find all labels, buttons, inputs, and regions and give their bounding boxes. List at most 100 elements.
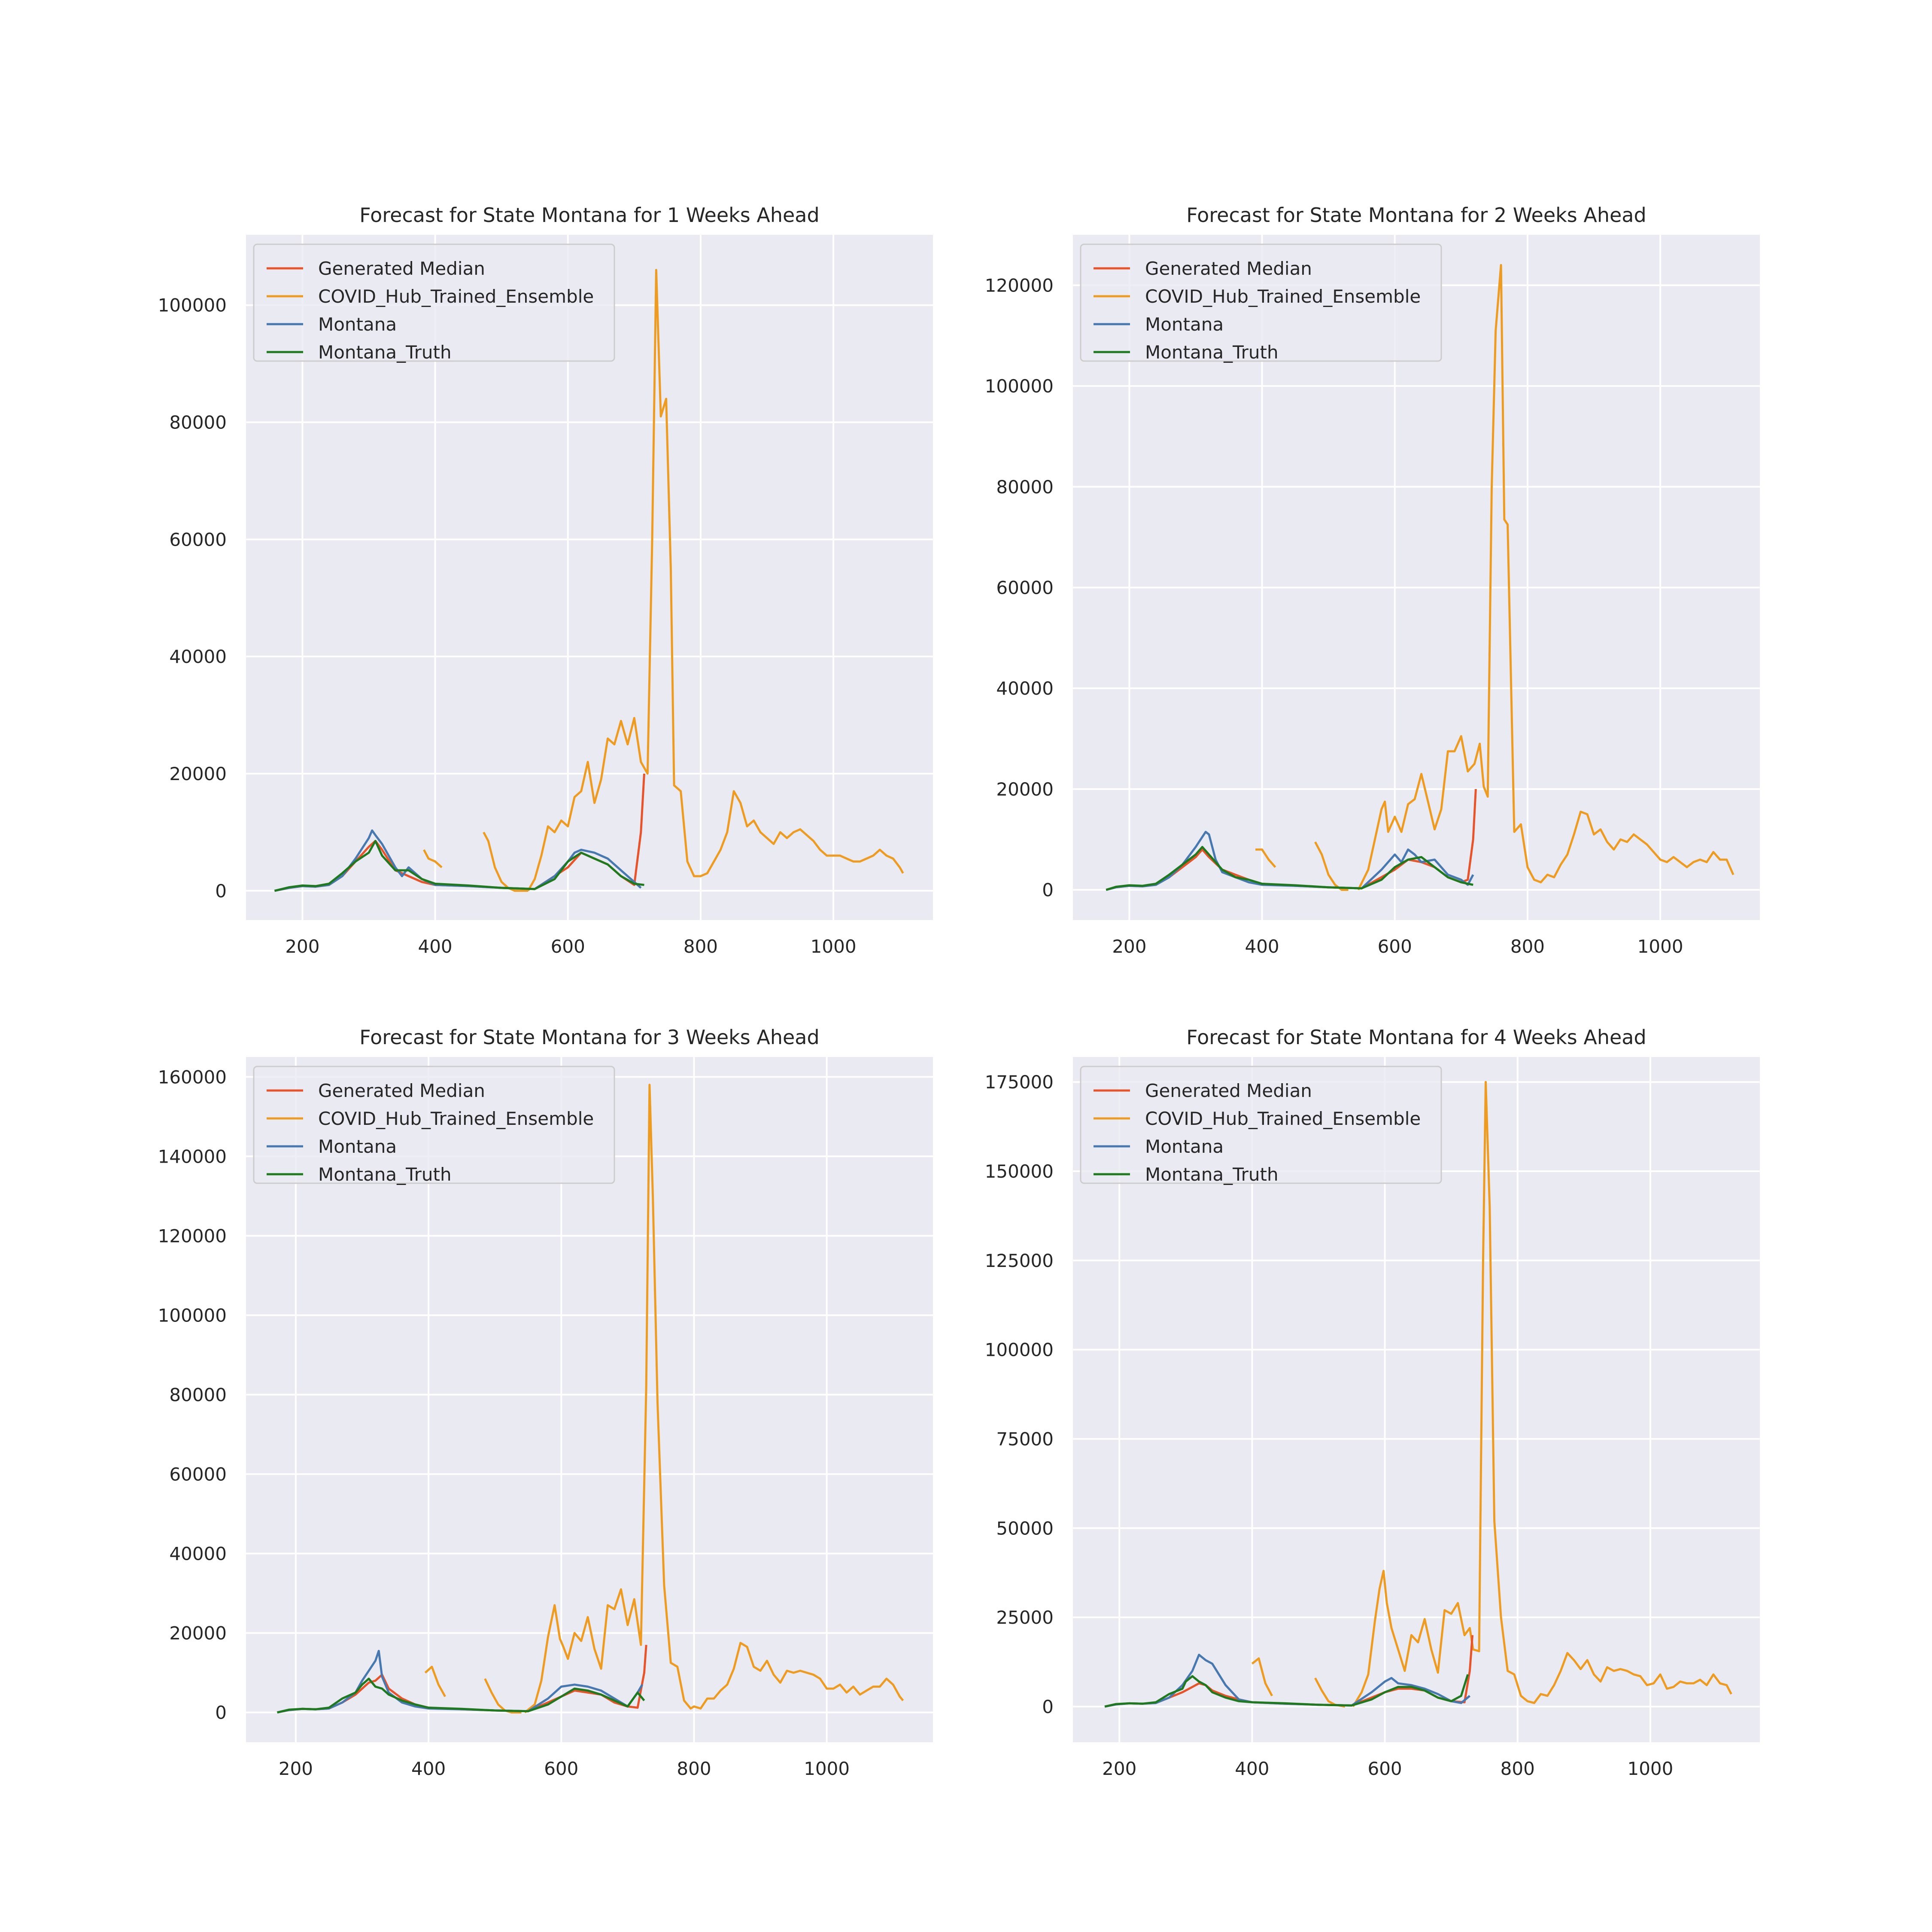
chart-title: Forecast for State Montana for 4 Weeks A…: [1186, 1026, 1646, 1049]
x-tick-label: 200: [1112, 936, 1146, 957]
legend-label: COVID_Hub_Trained_Ensemble: [318, 1108, 594, 1129]
series-line-covid-hub-trained-ensemble: [484, 1678, 522, 1714]
x-tick-label: 600: [551, 936, 585, 957]
legend-box: [253, 243, 615, 362]
x-tick-label: 600: [1378, 936, 1412, 957]
y-tick-label: 80000: [169, 1384, 227, 1405]
y-tick-label: 175000: [985, 1072, 1054, 1093]
y-tick-label: 100000: [158, 1305, 227, 1326]
y-tick-label: 120000: [158, 1225, 227, 1246]
x-tick-label: 200: [1102, 1758, 1136, 1779]
series-line-montana-truth: [277, 1677, 645, 1714]
legend-label: Montana_Truth: [1145, 342, 1279, 363]
legend: Generated Median COVID_Hub_Trained_Ensemb…: [253, 243, 615, 363]
series-lines: [277, 1084, 904, 1714]
x-tick-label: 200: [285, 936, 319, 957]
x-tick-label: 400: [418, 936, 452, 957]
legend-label: Generated Median: [1145, 258, 1312, 279]
x-tick-label: 800: [683, 936, 718, 957]
y-tick-label: 25000: [996, 1607, 1054, 1628]
chart-panel-1: 200 400 600 800 1000 0 20000 40000 60000 80000 100…: [158, 204, 933, 957]
series-line-montana-truth: [1106, 846, 1473, 891]
y-tick-label: 40000: [169, 646, 227, 667]
legend-label: Montana: [318, 1136, 397, 1157]
x-tick-label: 600: [1367, 1758, 1402, 1779]
series-line-covid-hub-trained-ensemble: [424, 1665, 446, 1697]
series-line-montana: [274, 829, 642, 892]
y-tick-label: 0: [215, 1702, 227, 1723]
x-tick-label: 200: [279, 1758, 313, 1779]
legend-label: Montana_Truth: [1145, 1164, 1279, 1185]
x-tick-label: 400: [1235, 1758, 1269, 1779]
legend-label: Generated Median: [1145, 1080, 1312, 1101]
legend: Generated Median COVID_Hub_Trained_Ensemb…: [1080, 243, 1442, 363]
y-tick-label: 60000: [169, 1464, 227, 1485]
x-tick-label: 600: [544, 1758, 578, 1779]
x-tick-label: 1000: [1637, 936, 1683, 957]
y-tick-label: 0: [215, 881, 227, 902]
y-tick-label: 100000: [985, 376, 1054, 397]
legend-label: Generated Median: [318, 1080, 485, 1101]
y-tick-label: 20000: [169, 1623, 227, 1644]
legend-label: Montana: [1145, 314, 1224, 335]
legend-label: Montana: [1145, 1136, 1224, 1157]
x-tick-label: 1000: [804, 1758, 850, 1779]
y-tick-label: 20000: [996, 779, 1054, 800]
chart-title: Forecast for State Montana for 3 Weeks A…: [359, 1026, 819, 1049]
series-line-covid-hub-trained-ensemble: [527, 269, 904, 892]
y-tick-label: 140000: [158, 1146, 227, 1167]
y-tick-label: 100000: [985, 1340, 1054, 1361]
legend: Generated Median COVID_Hub_Trained_Ensemb…: [1080, 1066, 1442, 1185]
legend-box: [1080, 1066, 1442, 1184]
legend-label: Montana: [318, 314, 397, 335]
legend-box: [1080, 243, 1442, 362]
y-tick-label: 120000: [985, 275, 1054, 296]
y-tick-label: 100000: [158, 295, 227, 316]
y-tick-label: 40000: [169, 1543, 227, 1564]
legend-label: COVID_Hub_Trained_Ensemble: [318, 286, 594, 307]
y-tick-label: 20000: [169, 763, 227, 784]
series-line-covid-hub-trained-ensemble: [483, 832, 528, 892]
legend-label: Montana_Truth: [318, 1164, 452, 1185]
series-line-montana-truth: [274, 840, 644, 892]
series-line-montana: [277, 1649, 644, 1714]
series-line-covid-hub-trained-ensemble: [1251, 1657, 1273, 1697]
x-tick-label: 1000: [811, 936, 857, 957]
series-line-covid-hub-trained-ensemble: [423, 849, 443, 869]
series-line-montana: [1106, 831, 1474, 891]
chart-title: Forecast for State Montana for 2 Weeks A…: [1186, 204, 1646, 227]
y-tick-label: 150000: [985, 1161, 1054, 1182]
y-tick-label: 80000: [169, 412, 227, 433]
x-tick-label: 1000: [1627, 1758, 1673, 1779]
x-tick-label: 800: [677, 1758, 711, 1779]
y-tick-label: 40000: [996, 678, 1054, 699]
series-lines: [1106, 264, 1735, 891]
chart-panel-3: 200 400 600 800 1000 0 20000 40000 60000 80000 100…: [158, 1026, 933, 1779]
y-tick-label: 80000: [996, 477, 1054, 498]
chart-title: Forecast for State Montana for 1 Weeks A…: [359, 204, 819, 227]
chart-panel-4: 200 400 600 800 1000 0 25000 50000 75000 100000 12…: [985, 1026, 1760, 1779]
series-line-montana-truth: [1104, 1674, 1469, 1708]
legend: Generated Median COVID_Hub_Trained_Ensemb…: [253, 1066, 615, 1185]
x-tick-label: 400: [1245, 936, 1279, 957]
y-tick-label: 60000: [996, 577, 1054, 598]
x-tick-label: 400: [411, 1758, 446, 1779]
series-lines: [1104, 1081, 1732, 1708]
series-line-covid-hub-trained-ensemble: [1314, 841, 1349, 891]
y-tick-label: 0: [1042, 880, 1054, 901]
series-line-covid-hub-trained-ensemble: [1352, 1081, 1732, 1707]
series-line-covid-hub-trained-ensemble: [524, 1084, 904, 1713]
chart-panel-2: 200 400 600 800 1000 0 20000 40000 60000 80000 100…: [985, 204, 1760, 957]
y-tick-label: 75000: [996, 1428, 1054, 1449]
legend-label: COVID_Hub_Trained_Ensemble: [1145, 286, 1421, 307]
y-tick-label: 50000: [996, 1518, 1054, 1539]
y-tick-label: 160000: [158, 1066, 227, 1088]
legend-label: COVID_Hub_Trained_Ensemble: [1145, 1108, 1421, 1129]
x-tick-label: 800: [1501, 1758, 1535, 1779]
series-lines: [274, 269, 904, 892]
y-tick-label: 0: [1042, 1696, 1054, 1717]
y-tick-label: 60000: [169, 529, 227, 550]
series-line-covid-hub-trained-ensemble: [1357, 264, 1735, 890]
y-tick-label: 125000: [985, 1250, 1054, 1271]
